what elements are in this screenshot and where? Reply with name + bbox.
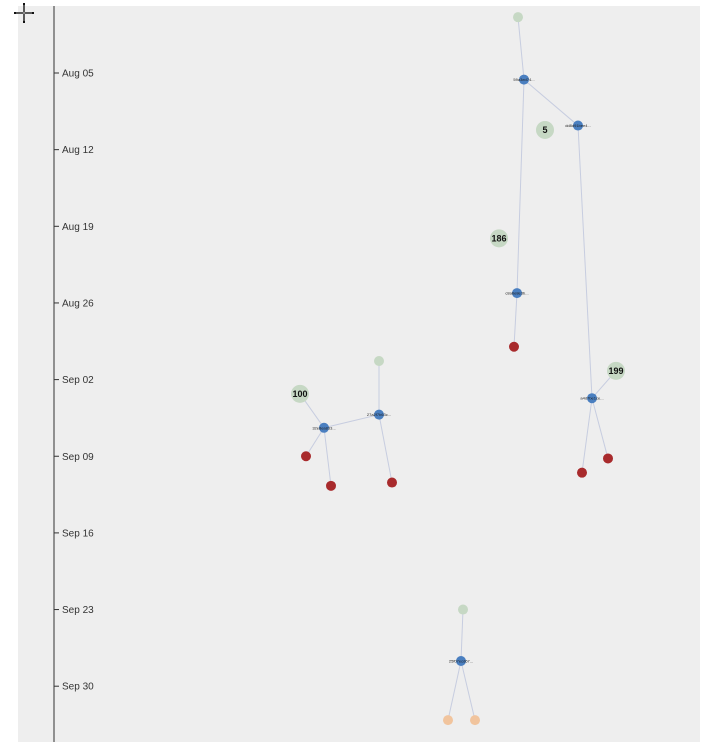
edges-layer xyxy=(299,17,617,721)
pending-node[interactable] xyxy=(443,715,453,726)
terminal-node[interactable] xyxy=(326,480,336,491)
axis-tick-label: Sep 02 xyxy=(62,375,94,386)
count-label: 5 xyxy=(542,125,547,135)
graph-edge xyxy=(513,293,518,347)
commit-node[interactable] xyxy=(319,422,329,433)
pending-node[interactable] xyxy=(470,715,480,726)
terminal-node[interactable] xyxy=(509,341,519,352)
graph-edge xyxy=(523,79,579,126)
graph-edge xyxy=(591,398,609,459)
graph-edge xyxy=(323,414,380,429)
terminal-node[interactable] xyxy=(387,477,397,488)
commit-node[interactable] xyxy=(456,656,466,667)
graph-edge xyxy=(305,427,325,457)
commit-node[interactable] xyxy=(374,409,384,420)
commit-node[interactable] xyxy=(587,393,597,404)
commit-node[interactable] xyxy=(512,288,522,299)
graph-edge xyxy=(447,660,462,721)
root-node[interactable] xyxy=(374,355,384,366)
commit-hash-label: 27a2f7b63c... xyxy=(367,412,391,417)
axis-tick-label: Aug 19 xyxy=(62,222,94,233)
count-bubble[interactable] xyxy=(536,120,554,139)
count-label: 186 xyxy=(491,234,506,244)
axis-tick-label: Sep 23 xyxy=(62,605,94,616)
axis-tick-label: Aug 12 xyxy=(62,145,94,156)
count-bubble[interactable] xyxy=(607,361,625,380)
graph-edge xyxy=(460,660,476,721)
commit-hash-label: dd8d91bee4... xyxy=(565,123,591,128)
root-node[interactable] xyxy=(458,604,468,615)
axis-tick-label: Sep 09 xyxy=(62,452,94,463)
graph-edge xyxy=(460,609,464,662)
graph-edge xyxy=(517,17,525,80)
count-label: 100 xyxy=(292,389,307,399)
commit-hash-label: c8a6e8e3b... xyxy=(505,291,528,296)
terminal-node[interactable] xyxy=(577,467,587,478)
nodes-layer: 59a3ed74... dd8d91bee4... 5 186 c8a6e8e3b...… xyxy=(291,12,625,726)
commit-node[interactable] xyxy=(519,74,529,85)
terminal-node[interactable] xyxy=(603,453,613,464)
count-bubble[interactable] xyxy=(490,229,508,248)
axis-tick-label: Sep 30 xyxy=(62,682,94,693)
graph-panel xyxy=(18,6,700,742)
graph-edge xyxy=(577,125,593,399)
count-label: 199 xyxy=(608,366,623,376)
root-node[interactable] xyxy=(513,12,523,23)
graph-edge xyxy=(323,427,332,486)
count-bubble[interactable] xyxy=(291,384,309,403)
commit-hash-label: 25f07ecd67... xyxy=(449,659,473,664)
commit-node[interactable] xyxy=(573,120,583,131)
axis-tick-label: Aug 26 xyxy=(62,298,94,309)
axis-tick-label: Aug 05 xyxy=(62,69,94,80)
commit-hash-label: 59a3ed74... xyxy=(513,77,534,82)
graph-edge xyxy=(378,414,393,483)
crosshair-cursor-icon xyxy=(14,3,34,23)
graph-edge xyxy=(581,398,593,473)
commit-hash-label: a4d7be1ce... xyxy=(580,396,603,401)
axis-tick-label: Sep 16 xyxy=(62,528,94,539)
commit-hash-label: 32e8ea833... xyxy=(312,425,335,430)
terminal-node[interactable] xyxy=(301,451,311,462)
axis-ticks: Aug 05 Aug 12 Aug 19 Aug 26 Sep 02 Sep 09 Sep … xyxy=(54,69,94,693)
graph-edge xyxy=(516,79,525,294)
